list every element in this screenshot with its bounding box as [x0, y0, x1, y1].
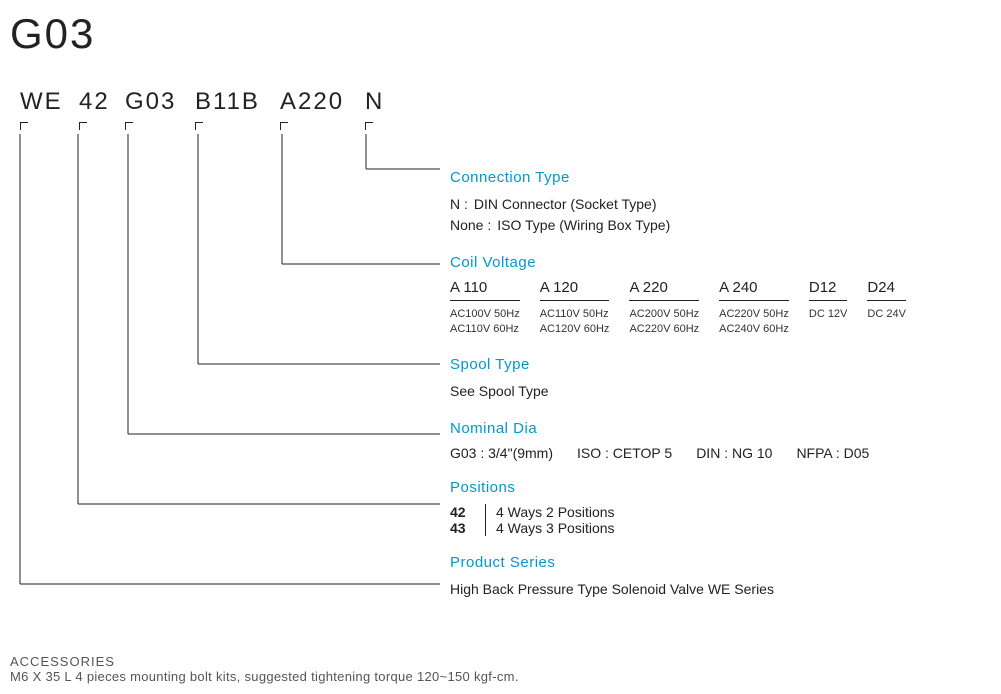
nominal-item: G03 : 3/4"(9mm) [450, 445, 553, 461]
section-spool: Spool Type See Spool Type [450, 356, 1001, 402]
code-segment: G03 [125, 88, 176, 116]
nominal-item: NFPA : D05 [796, 445, 869, 461]
spool-title: Spool Type [450, 356, 1001, 373]
voltage-table: A 110 AC100V 50HzAC110V 60Hz A 120 AC110V 5… [450, 279, 1001, 338]
connection-item: None : ISO Type (Wiring Box Type) [450, 215, 1001, 236]
position-key: 42 [450, 504, 486, 520]
section-voltage: Coil Voltage A 110 AC100V 50HzAC110V 60Hz… [450, 254, 1001, 338]
section-nominal: Nominal Dia G03 : 3/4"(9mm) ISO : CETOP 5… [450, 420, 1001, 461]
voltage-column: A 240 AC220V 50HzAC240V 60Hz [719, 279, 789, 338]
section-connection: Connection Type N : DIN Connector (Socket… [450, 169, 1001, 236]
voltage-column: D24 DC 24V [867, 279, 906, 338]
code-segment: A220 [280, 88, 344, 116]
connection-key: None : [450, 215, 491, 236]
voltage-column: A 120 AC110V 50HzAC120V 60Hz [540, 279, 610, 338]
code-segment: N [365, 88, 384, 116]
voltage-line: AC200V 50Hz [629, 307, 699, 322]
voltage-line: DC 12V [809, 307, 848, 322]
nominal-title: Nominal Dia [450, 420, 1001, 437]
connection-val: ISO Type (Wiring Box Type) [497, 215, 670, 236]
section-positions: Positions 42 4 Ways 2 Positions 43 4 Ways 3… [450, 479, 1001, 536]
code-segment: 42 [79, 88, 110, 116]
nominal-item: DIN : NG 10 [696, 445, 772, 461]
product-title: Product Series [450, 554, 1001, 571]
code-segment: WE [20, 88, 63, 116]
voltage-column: A 220 AC200V 50HzAC220V 60Hz [629, 279, 699, 338]
nominal-item: ISO : CETOP 5 [577, 445, 672, 461]
position-val: 4 Ways 2 Positions [496, 504, 615, 520]
voltage-line: AC240V 60Hz [719, 322, 789, 337]
voltage-head: A 110 [450, 279, 520, 301]
connection-title: Connection Type [450, 169, 1001, 186]
voltage-line: DC 24V [867, 307, 906, 322]
position-row: 42 4 Ways 2 Positions [450, 504, 1001, 520]
content-area: Connection Type N :DIN Connector (Socket… [10, 134, 991, 644]
connection-item: N : DIN Connector (Socket Type) [450, 194, 1001, 215]
page-title: G03 [10, 10, 991, 58]
voltage-line: AC220V 60Hz [629, 322, 699, 337]
accessories-text: M6 X 35 L 4 pieces mounting bolt kits, s… [10, 669, 991, 684]
sections-container: Connection Type N : DIN Connector (Socket… [450, 169, 1001, 618]
voltage-line: AC220V 50Hz [719, 307, 789, 322]
voltage-line: AC110V 50Hz [540, 307, 610, 322]
positions-title: Positions [450, 479, 1001, 496]
accessories-label: ACCESSORIES [10, 654, 991, 669]
voltage-line: AC120V 60Hz [540, 322, 610, 337]
voltage-head: A 240 [719, 279, 789, 301]
voltage-head: D24 [867, 279, 906, 301]
position-row: 43 4 Ways 3 Positions [450, 520, 1001, 536]
bracket-diagram [10, 134, 450, 644]
position-key: 43 [450, 520, 486, 536]
connection-body: N : DIN Connector (Socket Type)None : ISO … [450, 194, 1001, 236]
nominal-row: G03 : 3/4"(9mm) ISO : CETOP 5 DIN : NG 10 N… [450, 445, 1001, 461]
voltage-line: AC100V 50Hz [450, 307, 520, 322]
code-segment: B11B [195, 88, 260, 116]
voltage-line: AC110V 60Hz [450, 322, 520, 337]
positions-table: 42 4 Ways 2 Positions 43 4 Ways 3 Positions [450, 504, 1001, 536]
voltage-head: A 220 [629, 279, 699, 301]
voltage-column: D12 DC 12V [809, 279, 848, 338]
connection-val: DIN Connector (Socket Type) [474, 194, 657, 215]
voltage-title: Coil Voltage [450, 254, 1001, 271]
position-val: 4 Ways 3 Positions [496, 520, 615, 536]
voltage-column: A 110 AC100V 50HzAC110V 60Hz [450, 279, 520, 338]
section-product: Product Series High Back Pressure Type S… [450, 554, 1001, 600]
accessories-block: ACCESSORIES M6 X 35 L 4 pieces mounting … [10, 654, 991, 684]
product-body: High Back Pressure Type Solenoid Valve W… [450, 579, 1001, 600]
spool-body: See Spool Type [450, 381, 1001, 402]
voltage-head: A 120 [540, 279, 610, 301]
model-code-row: WE 42 G03 B11B A220 N [10, 88, 991, 134]
voltage-head: D12 [809, 279, 848, 301]
connection-key: N : [450, 194, 468, 215]
